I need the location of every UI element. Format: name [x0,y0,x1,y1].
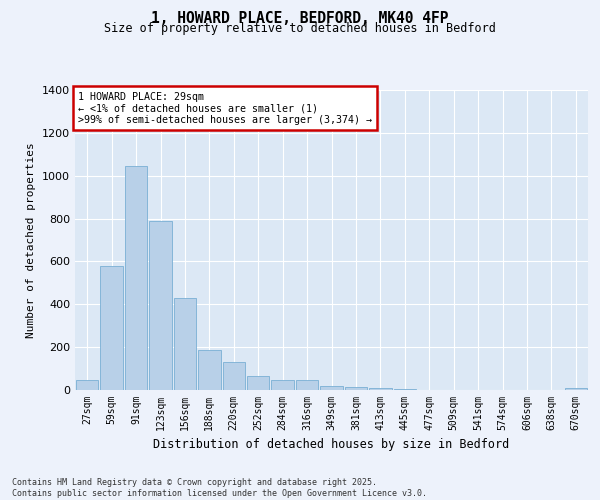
Text: Contains HM Land Registry data © Crown copyright and database right 2025.
Contai: Contains HM Land Registry data © Crown c… [12,478,427,498]
Bar [247,376,269,390]
Bar [296,380,319,390]
Bar [565,388,587,390]
Text: 1 HOWARD PLACE: 29sqm
← <1% of detached houses are smaller (1)
>99% of semi-deta: 1 HOWARD PLACE: 29sqm ← <1% of detached … [77,92,371,124]
Bar [271,380,294,390]
Bar [198,350,221,390]
Bar [369,388,392,390]
Y-axis label: Number of detached properties: Number of detached properties [26,142,37,338]
Bar [125,166,148,390]
Bar [100,266,123,390]
Bar [344,387,367,390]
Text: Size of property relative to detached houses in Bedford: Size of property relative to detached ho… [104,22,496,35]
Bar [173,298,196,390]
Bar [394,389,416,390]
Bar [223,362,245,390]
Bar [320,386,343,390]
X-axis label: Distribution of detached houses by size in Bedford: Distribution of detached houses by size … [154,438,509,452]
Bar [76,380,98,390]
Text: 1, HOWARD PLACE, BEDFORD, MK40 4FP: 1, HOWARD PLACE, BEDFORD, MK40 4FP [151,11,449,26]
Bar [149,220,172,390]
